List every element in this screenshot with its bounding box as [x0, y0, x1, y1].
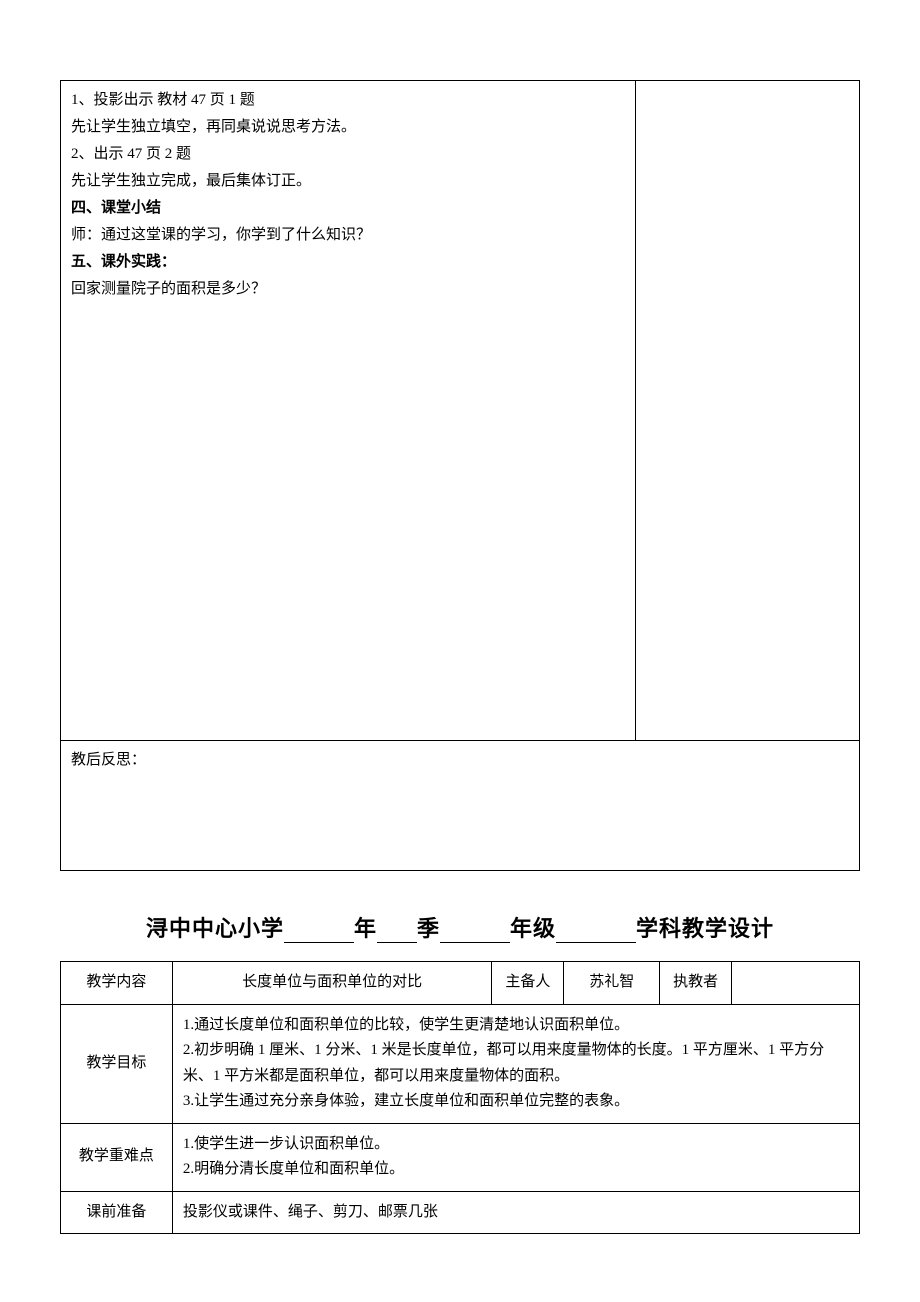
prep-label: 课前准备 [61, 1191, 173, 1234]
line-4: 先让学生独立完成，最后集体订正。 [71, 168, 625, 195]
keypoints-content: 1.使学生进一步认识面积单位。 2.明确分清长度单位和面积单位。 [172, 1123, 859, 1191]
lesson-content-cell: 1、投影出示 教材 47 页 1 题 先让学生独立填空，再同桌说说思考方法。 2… [61, 81, 636, 741]
title-grade: 年级 [510, 916, 556, 941]
goals-label: 教学目标 [61, 1004, 173, 1123]
keypoint-1: 1.使学生进一步认识面积单位。 [183, 1132, 849, 1158]
top-content-table: 1、投影出示 教材 47 页 1 题 先让学生独立填空，再同桌说说思考方法。 2… [60, 80, 860, 871]
preparer-name: 苏礼智 [564, 962, 660, 1005]
blank-season [377, 921, 417, 943]
line-2: 先让学生独立填空，再同桌说说思考方法。 [71, 114, 625, 141]
keypoints-label: 教学重难点 [61, 1123, 173, 1191]
goal-2: 2.初步明确 1 厘米、1 分米、1 米是长度单位，都可以用来度量物体的长度。1… [183, 1038, 849, 1089]
keypoint-2: 2.明确分清长度单位和面积单位。 [183, 1157, 849, 1183]
title-season: 季 [417, 916, 440, 941]
section-5-heading: 五、课外实践： [71, 249, 625, 276]
notes-cell [636, 81, 860, 741]
line-6: 回家测量院子的面积是多少？ [71, 276, 625, 303]
section-4-heading: 四、课堂小结 [71, 195, 625, 222]
page-title: 浔中中心小学 年 季 年级 学科教学设计 [60, 911, 860, 943]
goals-content: 1.通过长度单位和面积单位的比较，使学生更清楚地认识面积单位。 2.初步明确 1… [172, 1004, 859, 1123]
goal-1: 1.通过长度单位和面积单位的比较，使学生更清楚地认识面积单位。 [183, 1013, 849, 1039]
content-label: 教学内容 [61, 962, 173, 1005]
title-school: 浔中中心小学 [146, 916, 284, 941]
reflection-label: 教后反思： [71, 752, 146, 768]
teacher-name [732, 962, 860, 1005]
title-year: 年 [354, 916, 377, 941]
content-value: 长度单位与面积单位的对比 [172, 962, 492, 1005]
preparer-label: 主备人 [492, 962, 564, 1005]
lesson-plan-table: 教学内容 长度单位与面积单位的对比 主备人 苏礼智 执教者 教学目标 1.通过长… [60, 961, 860, 1234]
prep-content: 投影仪或课件、绳子、剪刀、邮票几张 [172, 1191, 859, 1234]
blank-subject [556, 921, 636, 943]
teacher-label: 执教者 [660, 962, 732, 1005]
goal-3: 3.让学生通过充分亲身体验，建立长度单位和面积单位完整的表象。 [183, 1089, 849, 1115]
reflection-cell: 教后反思： [61, 741, 860, 871]
line-5: 师：通过这堂课的学习，你学到了什么知识？ [71, 222, 625, 249]
line-3: 2、出示 47 页 2 题 [71, 141, 625, 168]
blank-grade [440, 921, 510, 943]
line-1: 1、投影出示 教材 47 页 1 题 [71, 87, 625, 114]
title-subject: 学科教学设计 [636, 916, 774, 941]
blank-year [284, 921, 354, 943]
